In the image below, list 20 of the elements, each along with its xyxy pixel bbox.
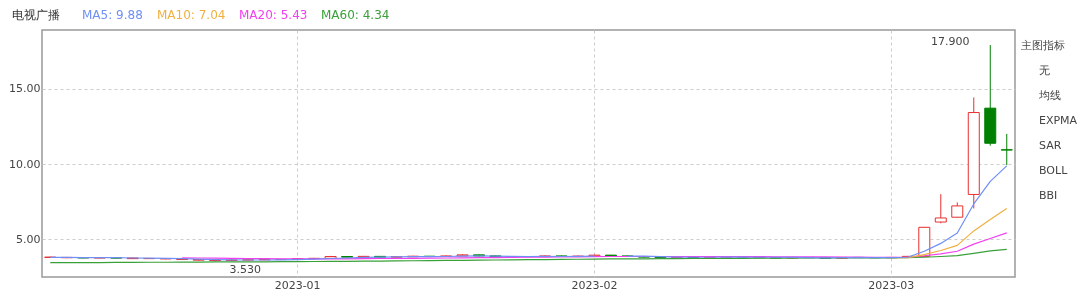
text: 主图指标 — [1021, 39, 1065, 52]
text: BBI — [1039, 189, 1058, 202]
text: MA20: 5.43 — [239, 8, 308, 22]
x-tick-label: 2023-03 — [868, 278, 915, 292]
y-tick-label: 5.00 — [16, 232, 41, 246]
text: EXPMA — [1039, 114, 1078, 127]
text: 均线 — [1038, 89, 1061, 102]
annotation: 17.900 — [931, 35, 970, 49]
text: MA5: 9.88 — [82, 8, 143, 22]
x-tick-label: 2023-02 — [571, 278, 618, 292]
text: BOLL — [1039, 164, 1069, 177]
annotation: 3.530 — [229, 263, 261, 277]
y-tick-label: 10.00 — [9, 157, 41, 171]
y-tick-label: 15.00 — [9, 82, 41, 96]
x-tick-label: 2023-01 — [274, 278, 321, 292]
chart-title: 电视广播 — [12, 8, 60, 22]
text: MA10: 7.04 — [157, 8, 226, 22]
text: SAR — [1039, 139, 1062, 152]
text: 无 — [1039, 64, 1050, 77]
text: MA60: 4.34 — [321, 8, 390, 22]
